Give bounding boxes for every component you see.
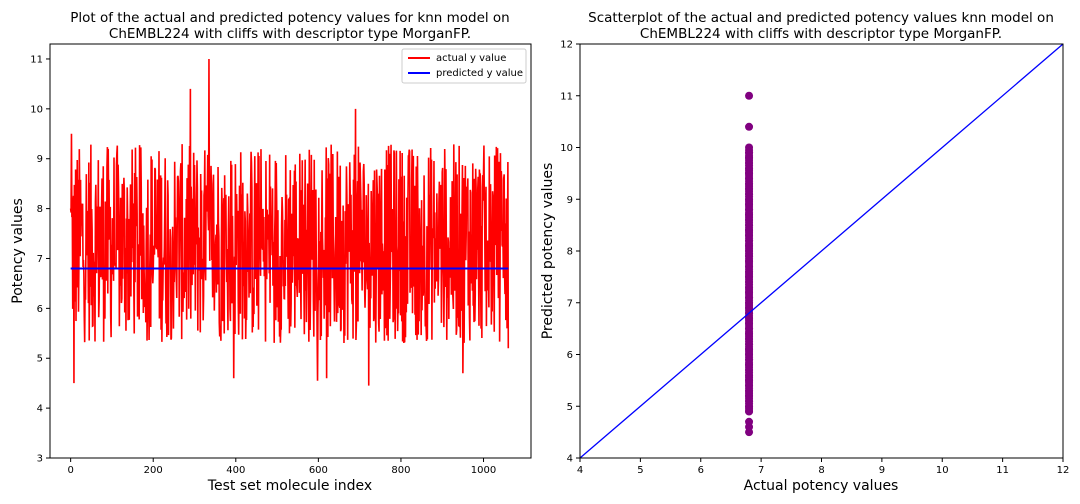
right-x-tick-label: 6 — [698, 465, 704, 476]
left-x-axis-label: Test set molecule index — [207, 478, 372, 494]
scatter-point — [745, 146, 754, 155]
legend-label-predicted: predicted y value — [436, 68, 523, 79]
left-y-tick-label: 7 — [37, 254, 43, 265]
right-y-tick-label: 5 — [567, 402, 573, 413]
left-x-tick-label: 600 — [309, 465, 328, 476]
left-y-tick-label: 5 — [37, 354, 43, 365]
scatter-point — [745, 91, 754, 100]
right-x-tick-label: 11 — [996, 465, 1009, 476]
right-chart-title-line2: ChEMBL224 with cliffs with descriptor ty… — [640, 26, 1002, 42]
actual-series-line — [69, 58, 510, 386]
right-y-tick-label: 8 — [567, 247, 573, 258]
left-y-tick-label: 10 — [30, 104, 43, 115]
scatter-point — [745, 417, 754, 426]
right-y-tick-label: 9 — [567, 195, 573, 206]
left-y-tick-label: 8 — [37, 204, 43, 215]
right-chart-title-line1: Scatterplot of the actual and predicted … — [588, 10, 1054, 26]
legend: actual y value predicted y value — [401, 48, 527, 84]
left-plot-frame — [49, 43, 532, 459]
line-chart: Plot of the actual and predicted potency… — [10, 10, 532, 494]
right-y-axis-label: Predicted potency values — [540, 163, 556, 340]
identity-line — [579, 43, 1064, 459]
left-y-tick-label: 3 — [37, 454, 43, 465]
left-x-tick-label: 1000 — [471, 465, 496, 476]
right-y-tick-label: 11 — [560, 91, 573, 102]
scatter-point — [745, 122, 754, 131]
left-y-tick-label: 9 — [37, 154, 43, 165]
right-x-tick-label: 5 — [637, 465, 643, 476]
left-plot-area: 0 200 400 600 800 1000 3 4 5 6 7 8 9 10 11 — [30, 43, 532, 476]
left-x-tick-label: 400 — [226, 465, 245, 476]
right-x-tick-label: 7 — [758, 465, 764, 476]
right-y-tick-label: 12 — [560, 40, 573, 51]
right-y-tick-label: 6 — [567, 350, 573, 361]
left-chart-title-line1: Plot of the actual and predicted potency… — [70, 10, 509, 26]
right-y-tick-label: 10 — [560, 143, 573, 154]
right-x-tick-label: 12 — [1057, 465, 1070, 476]
right-x-tick-label: 10 — [936, 465, 949, 476]
right-plot-area: 4 5 6 7 8 9 10 11 12 4 5 6 7 8 9 10 11 12 — [560, 40, 1069, 477]
left-x-tick-label: 0 — [67, 465, 73, 476]
left-chart-title-line2: ChEMBL224 with cliffs with descriptor ty… — [109, 26, 471, 42]
right-y-tick-label: 4 — [567, 454, 573, 465]
scatter-chart: Scatterplot of the actual and predicted … — [540, 10, 1069, 494]
right-x-axis-label: Actual potency values — [744, 478, 899, 494]
left-y-tick-label: 4 — [37, 404, 43, 415]
legend-box — [401, 48, 527, 84]
left-y-tick-label: 6 — [37, 304, 43, 315]
right-x-tick-label: 8 — [818, 465, 824, 476]
legend-label-actual: actual y value — [436, 53, 506, 64]
left-y-tick-label: 11 — [30, 54, 43, 65]
left-y-axis-label: Potency values — [10, 198, 26, 303]
left-x-tick-label: 800 — [391, 465, 410, 476]
left-x-tick-label: 200 — [144, 465, 163, 476]
right-y-tick-label: 7 — [567, 298, 573, 309]
right-x-tick-label: 9 — [879, 465, 885, 476]
right-x-tick-label: 4 — [577, 465, 583, 476]
